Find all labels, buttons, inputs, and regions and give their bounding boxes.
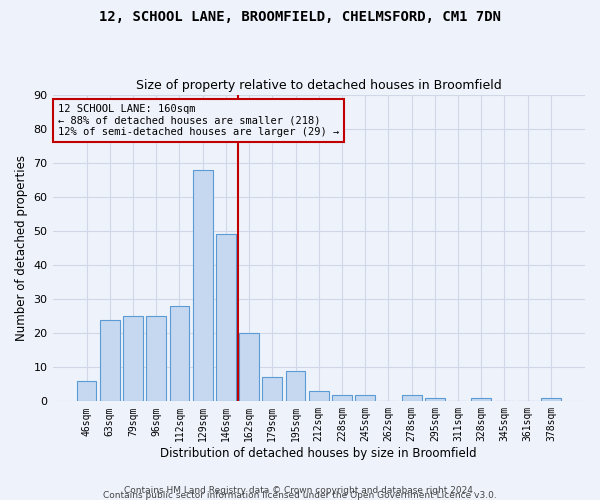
Bar — [425, 398, 445, 402]
Bar — [193, 170, 212, 402]
Y-axis label: Number of detached properties: Number of detached properties — [15, 155, 28, 341]
Bar — [239, 333, 259, 402]
Text: Contains HM Land Registry data © Crown copyright and database right 2024.: Contains HM Land Registry data © Crown c… — [124, 486, 476, 495]
Bar — [262, 378, 282, 402]
Bar — [355, 394, 375, 402]
Bar — [216, 234, 236, 402]
Bar — [170, 306, 190, 402]
Bar — [77, 381, 97, 402]
Title: Size of property relative to detached houses in Broomfield: Size of property relative to detached ho… — [136, 79, 502, 92]
Text: 12 SCHOOL LANE: 160sqm
← 88% of detached houses are smaller (218)
12% of semi-de: 12 SCHOOL LANE: 160sqm ← 88% of detached… — [58, 104, 339, 137]
Bar — [123, 316, 143, 402]
Bar — [472, 398, 491, 402]
Bar — [309, 391, 329, 402]
Text: 12, SCHOOL LANE, BROOMFIELD, CHELMSFORD, CM1 7DN: 12, SCHOOL LANE, BROOMFIELD, CHELMSFORD,… — [99, 10, 501, 24]
Bar — [100, 320, 119, 402]
Bar — [541, 398, 561, 402]
Bar — [332, 394, 352, 402]
X-axis label: Distribution of detached houses by size in Broomfield: Distribution of detached houses by size … — [160, 447, 477, 460]
Bar — [146, 316, 166, 402]
Bar — [286, 370, 305, 402]
Text: Contains public sector information licensed under the Open Government Licence v3: Contains public sector information licen… — [103, 491, 497, 500]
Bar — [402, 394, 422, 402]
